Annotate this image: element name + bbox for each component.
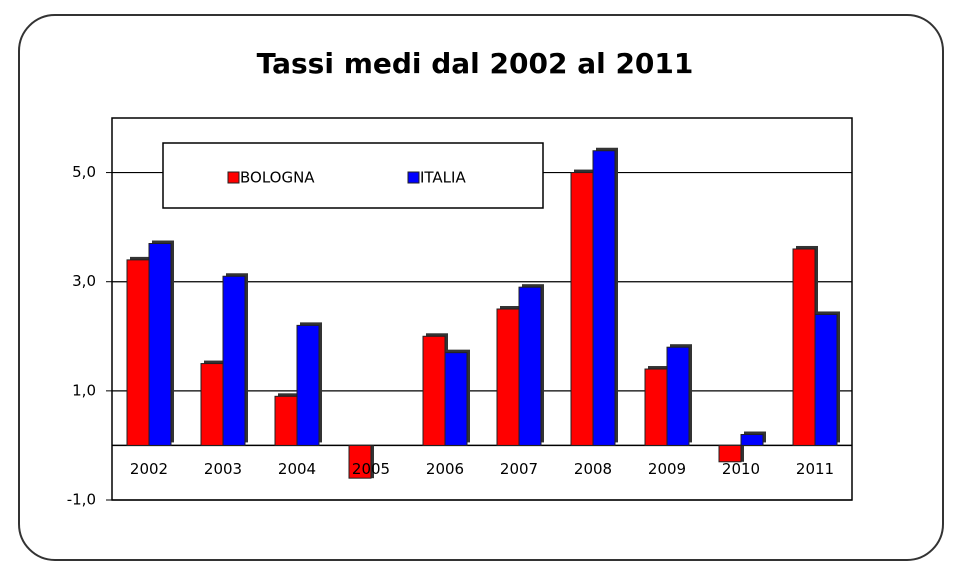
bar [718,444,742,463]
x-tick-label: 2004 [278,460,316,478]
bar [644,368,668,446]
legend-label: BOLOGNA [240,169,315,187]
x-tick-label: 2011 [796,460,834,478]
legend-swatch [407,171,420,184]
bar [200,363,224,446]
bar [592,150,616,446]
bar [814,313,838,446]
bar [148,243,172,446]
chart-title: Tassi medi dal 2002 al 2011 [257,47,694,80]
x-tick-label: 2002 [130,460,168,478]
y-tick-label: 5,0 [72,163,96,181]
x-tick-label: 2003 [204,460,242,478]
x-tick-label: 2006 [426,460,464,478]
x-tick-label: 2007 [500,460,538,478]
legend-label: ITALIA [420,169,466,187]
legend-box [162,142,544,209]
bar [740,434,764,446]
y-tick-label: 3,0 [72,272,96,290]
bar [274,395,298,446]
bar [348,444,372,479]
bar [666,346,690,446]
legend-swatch [227,171,240,184]
bar [296,324,320,446]
x-tick-label: 2005 [352,460,390,478]
y-tick-label: -1,0 [67,491,96,509]
x-tick-label: 2008 [574,460,612,478]
bar [126,259,150,446]
bar [792,248,816,446]
x-tick-label: 2009 [648,460,686,478]
bar [422,335,446,446]
bar [444,352,468,446]
bar [570,172,594,446]
bar [222,275,246,446]
y-tick-label: 1,0 [72,381,96,399]
bar [518,286,542,446]
x-tick-label: 2010 [722,460,760,478]
bar [496,308,520,446]
